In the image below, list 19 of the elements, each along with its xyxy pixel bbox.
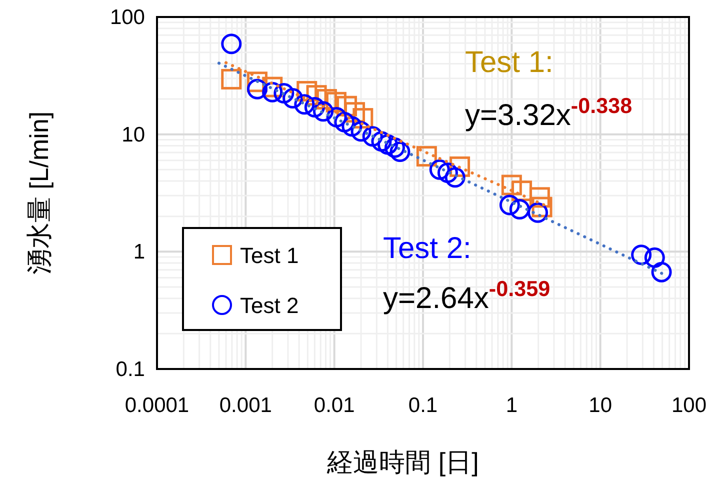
y-axis-title: 湧水量 [L/min] — [24, 111, 54, 275]
legend-label: Test 2 — [240, 293, 299, 318]
x-tick-label: 0.01 — [314, 394, 355, 417]
x-axis-title: 経過時間 [日] — [326, 447, 479, 477]
x-tick-label: 100 — [671, 394, 707, 417]
x-tick-label: 0.1 — [408, 394, 438, 417]
y-tick-label: 1 — [133, 240, 145, 264]
y-tick-label: 100 — [110, 6, 145, 29]
annotation: Test 2: — [383, 232, 472, 265]
y-tick-label: 0.1 — [116, 358, 145, 381]
annotation: Test 1: — [465, 46, 554, 79]
x-tick-label: 10 — [588, 394, 612, 417]
x-tick-label: 0.001 — [219, 394, 272, 417]
annotation: y=2.64x$^{-0.359}$ — [383, 276, 550, 315]
legend-label: Test 1 — [240, 243, 299, 268]
x-tick-label: 1 — [506, 394, 518, 417]
annotation: y=3.32x$^{-0.338}$ — [465, 92, 632, 132]
x-tick-label: 0.0001 — [124, 394, 190, 417]
y-tick-label: 10 — [122, 123, 145, 146]
